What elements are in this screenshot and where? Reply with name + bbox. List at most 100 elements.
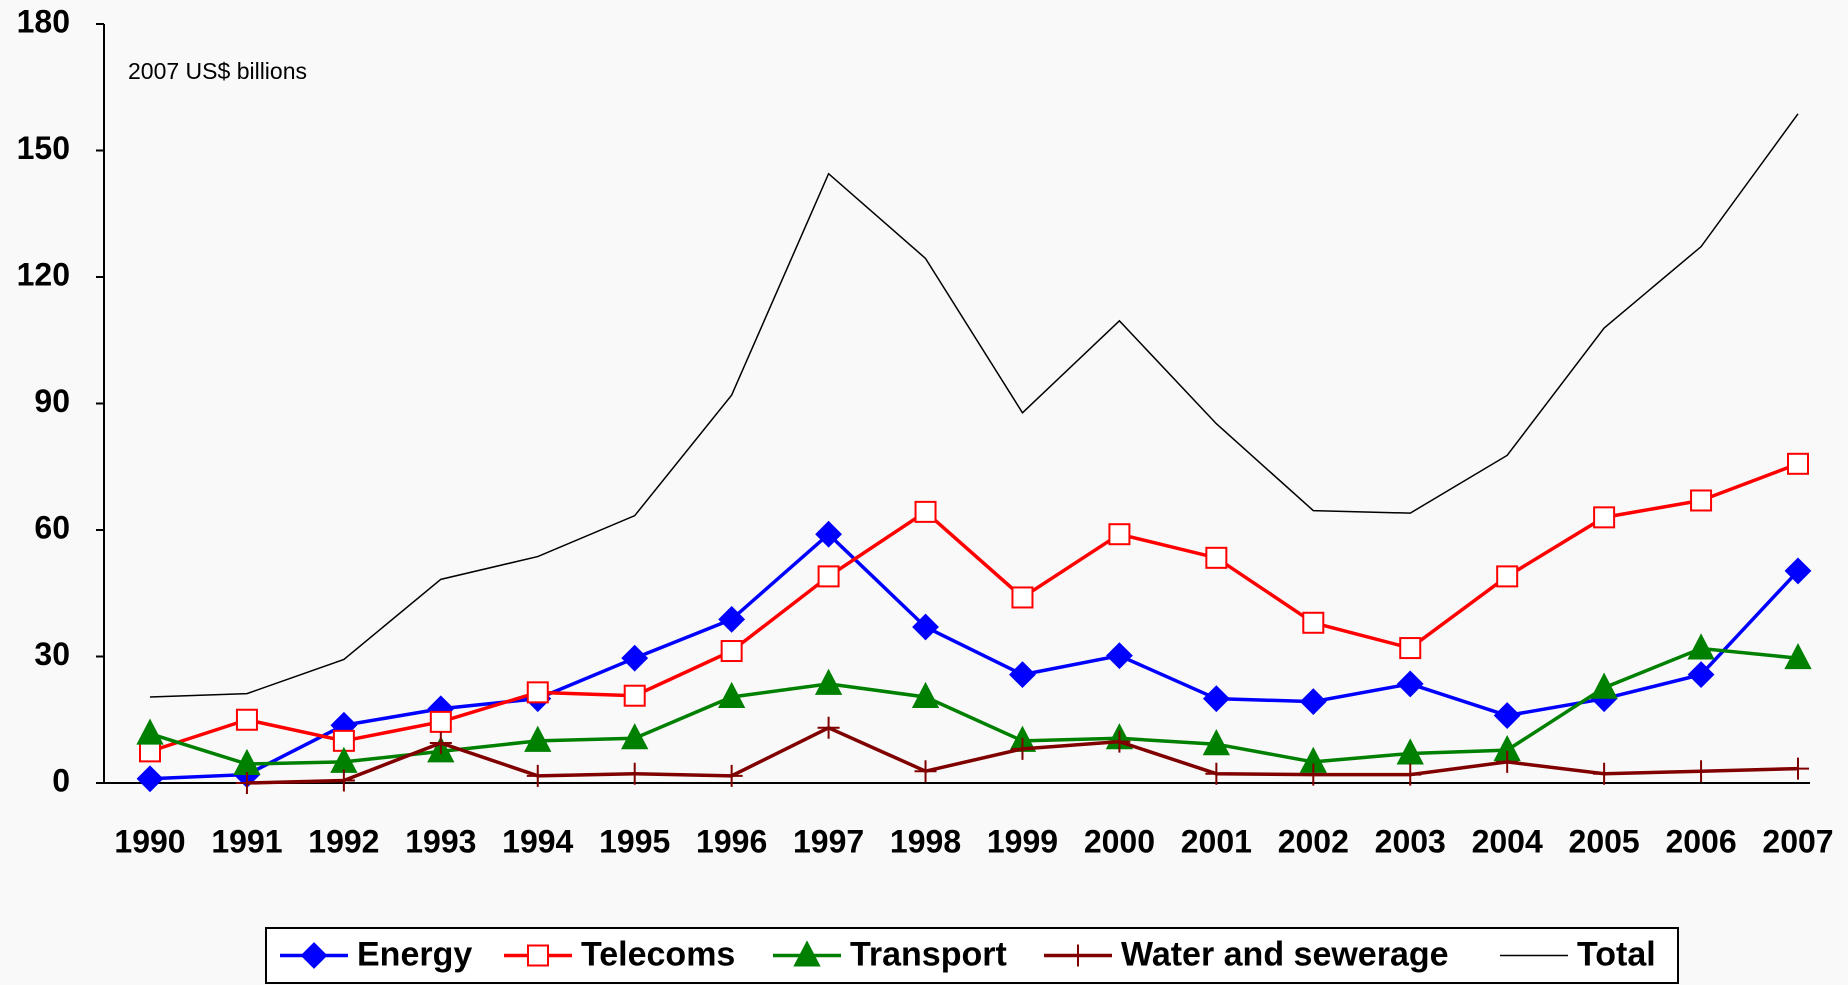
y-tick-label: 90 <box>34 383 70 419</box>
series <box>139 452 1809 763</box>
marker <box>720 764 743 787</box>
legend-label: Telecoms <box>581 935 735 973</box>
series <box>149 113 1799 698</box>
x-tick-label: 1992 <box>308 823 379 859</box>
y-tick-label: 150 <box>17 130 70 166</box>
marker <box>526 764 549 787</box>
annotation: 2007 US$ billions <box>128 58 307 84</box>
x-tick-label: 1991 <box>211 823 282 859</box>
legend-item: Energy <box>280 935 472 973</box>
marker <box>914 760 937 783</box>
marker <box>136 718 164 745</box>
marker <box>717 681 746 708</box>
marker <box>1687 633 1715 660</box>
series <box>136 633 1812 776</box>
legend-item: Total <box>1500 935 1656 973</box>
x-tick-label: 2002 <box>1278 823 1349 859</box>
marker <box>817 716 840 739</box>
marker <box>429 710 452 733</box>
legend-label: Transport <box>850 935 1007 973</box>
marker <box>1202 729 1231 756</box>
marker <box>718 605 746 633</box>
marker <box>527 944 549 967</box>
marker <box>526 681 549 704</box>
marker <box>1299 688 1327 716</box>
marker <box>1690 489 1713 512</box>
y-tick-label: 30 <box>34 636 70 672</box>
marker <box>1205 546 1228 569</box>
x-tick-label: 2007 <box>1762 823 1833 859</box>
marker <box>524 725 552 752</box>
marker <box>621 644 649 672</box>
marker <box>1009 661 1036 689</box>
marker <box>814 668 843 695</box>
marker <box>1302 763 1325 786</box>
marker <box>332 769 355 792</box>
x-tick-label: 1996 <box>696 823 767 859</box>
marker <box>720 640 743 663</box>
marker <box>815 520 843 548</box>
marker <box>1690 760 1713 783</box>
series-line <box>149 531 1800 781</box>
marker <box>1496 565 1519 588</box>
marker <box>1493 702 1521 729</box>
marker <box>235 772 258 794</box>
marker <box>1593 762 1616 785</box>
marker <box>1067 944 1089 967</box>
marker <box>300 942 328 969</box>
series-line <box>149 113 1799 698</box>
legend-item: Transport <box>773 935 1007 973</box>
marker <box>1396 738 1424 765</box>
x-tick-label: 2001 <box>1181 823 1252 859</box>
legend-label: Total <box>1577 935 1656 973</box>
x-tick-label: 2000 <box>1084 823 1155 859</box>
marker <box>1687 661 1715 689</box>
x-tick-label: 1990 <box>114 823 185 859</box>
marker <box>623 762 646 785</box>
marker <box>136 765 164 793</box>
marker <box>1590 672 1618 699</box>
marker <box>1396 670 1424 698</box>
marker <box>1011 737 1034 760</box>
legend-item: Telecoms <box>504 935 735 973</box>
x-tick-label: 2006 <box>1665 823 1736 859</box>
marker <box>1496 750 1519 773</box>
marker <box>1787 452 1809 475</box>
marker <box>1105 642 1133 670</box>
marker <box>623 684 646 707</box>
marker <box>1302 611 1325 634</box>
y-tick-label: 0 <box>52 762 70 798</box>
y-tick-label: 180 <box>17 3 70 39</box>
marker <box>1202 685 1230 713</box>
marker <box>793 940 821 967</box>
marker <box>911 681 940 708</box>
series-line <box>149 462 1799 754</box>
marker <box>1399 763 1422 786</box>
marker <box>914 500 937 523</box>
marker <box>429 731 452 754</box>
x-tick-label: 2004 <box>1472 823 1543 859</box>
x-tick-label: 1997 <box>793 823 864 859</box>
marker <box>1399 637 1422 660</box>
marker <box>621 723 649 750</box>
marker <box>912 613 939 641</box>
marker <box>1108 730 1131 753</box>
x-tick-label: 2005 <box>1569 823 1640 859</box>
x-tick-label: 1994 <box>502 823 573 859</box>
series <box>136 520 1812 793</box>
y-tick-label: 120 <box>17 256 70 292</box>
x-tick-label: 1993 <box>405 823 476 859</box>
series <box>235 716 1809 794</box>
x-tick-label: 1998 <box>890 823 961 859</box>
legend-item: Water and sewerage <box>1044 935 1449 973</box>
y-tick-label: 60 <box>34 509 70 545</box>
marker <box>1011 586 1034 609</box>
marker <box>817 565 840 588</box>
legend-label: Energy <box>357 935 472 973</box>
legend-label: Water and sewerage <box>1121 935 1449 973</box>
marker <box>235 708 258 731</box>
marker <box>1108 523 1131 546</box>
marker <box>1593 506 1616 529</box>
